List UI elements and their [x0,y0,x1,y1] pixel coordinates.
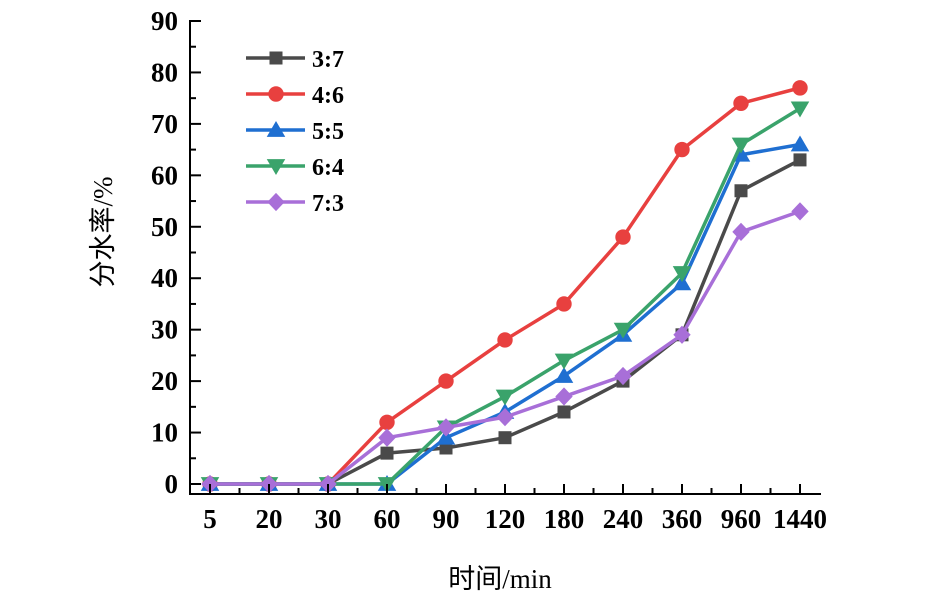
legend-item: 3:7 [246,47,344,73]
data-point [498,431,512,445]
legend-marker [269,51,283,65]
data-point [732,222,750,242]
data-point [378,428,396,447]
x-tick-label: 1440 [773,504,827,534]
data-point [495,389,515,406]
data-point [792,80,808,96]
x-tick-label: 180 [544,504,585,534]
data-point [790,135,810,152]
series-7-3 [201,202,809,494]
data-point [497,332,513,348]
x-tick-label: 120 [485,504,526,534]
legend-item: 7:3 [246,191,344,217]
legend-label: 7:3 [312,191,344,217]
legend-label: 3:7 [312,47,344,73]
y-axis-title: 分水率/% [88,177,118,288]
legend-label: 5:5 [312,119,344,145]
x-tick-label: 30 [315,504,342,534]
x-tick-label: 5 [203,504,217,534]
x-tick-label: 60 [374,504,401,534]
legend-item: 4:6 [246,83,344,109]
legend-marker [266,121,286,137]
data-point [673,325,691,344]
legend-marker [266,159,286,175]
data-point [733,95,749,112]
y-tick-label: 40 [151,263,178,293]
y-tick-label: 30 [151,315,178,345]
y-tick-label: 20 [151,366,178,396]
y-tick-label: 60 [151,160,178,190]
data-point [438,373,454,389]
y-ticks: 0 10 20 30 40 50 60 70 80 90 [151,6,201,499]
y-tick-label: 90 [151,6,178,36]
data-point [557,405,571,419]
x-tick-label: 960 [721,504,762,534]
legend-marker [268,86,284,102]
data-point [734,184,748,198]
data-point [790,101,810,118]
legend-item: 6:4 [246,155,344,181]
x-tick-label: 20 [256,504,283,534]
legend: 3:7 4:6 5:5 6:4 7:3 [246,47,344,217]
data-point [496,407,514,427]
y-tick-label: 70 [151,109,178,139]
data-point [380,446,394,460]
series-3-7 [203,153,807,491]
x-tick-label: 90 [433,504,460,534]
data-point [674,141,690,158]
data-point [554,366,574,383]
data-point [793,153,807,167]
legend-marker [267,192,285,212]
y-tick-label: 10 [151,418,178,448]
x-axis-title: 时间/min [448,564,552,594]
legend-label: 4:6 [312,83,344,109]
data-point [379,414,395,430]
legend-item: 5:5 [246,119,344,145]
data-point [556,296,572,312]
data-point [672,274,692,291]
data-point [613,322,633,339]
series-layer [200,80,810,494]
data-point [615,229,631,245]
data-point [614,366,632,386]
series-4-6 [202,80,808,492]
data-point [437,418,455,437]
x-tick-label: 240 [603,504,644,534]
data-point [554,353,574,370]
y-tick-label: 0 [165,469,179,499]
data-point [791,202,809,221]
data-point [672,266,692,283]
x-ticks: 5 20 30 60 90 120 180 240 360 960 1440 [203,484,827,534]
x-tick-label: 360 [662,504,703,534]
y-tick-label: 50 [151,212,178,242]
data-point [555,387,573,406]
data-point [731,137,751,154]
data-point [436,428,456,445]
y-tick-label: 80 [151,57,178,87]
legend-label: 6:4 [312,155,344,181]
